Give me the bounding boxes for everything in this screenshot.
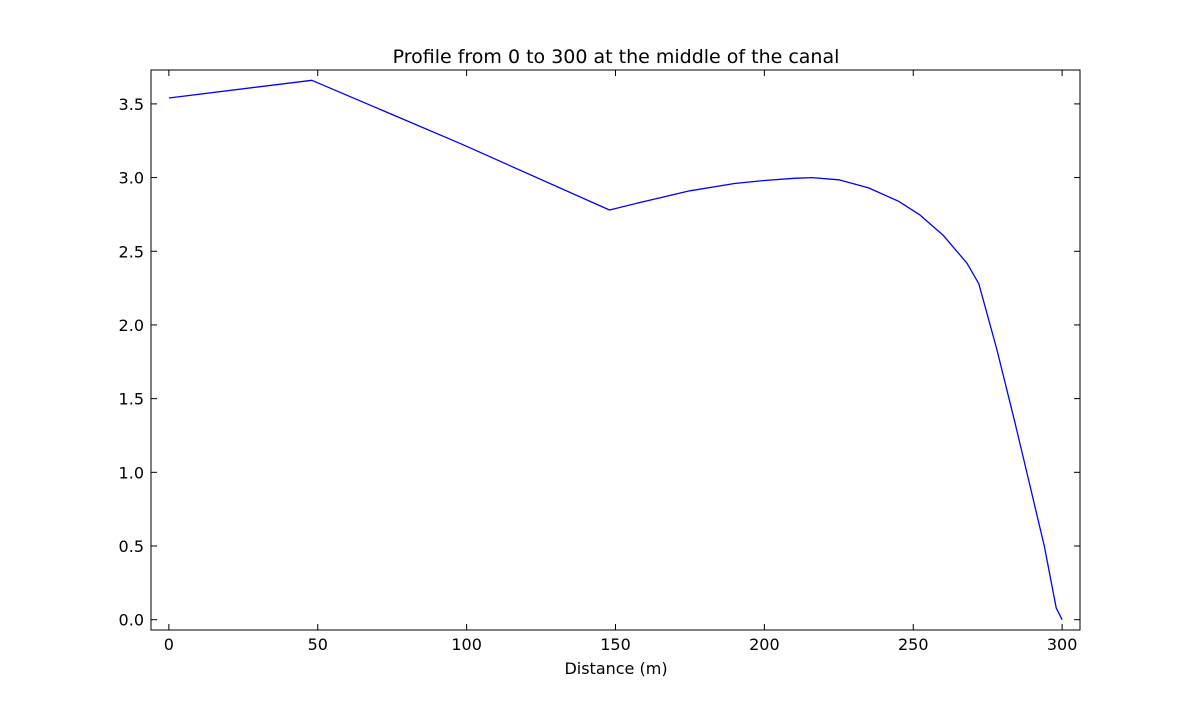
y-tick-label: 3.0: [119, 169, 144, 188]
series-line: [168, 79, 1063, 620]
x-tick-label: 250: [898, 635, 929, 654]
x-tick-label: 300: [1047, 635, 1078, 654]
x-tick-label: 100: [451, 635, 482, 654]
series-layer: [168, 79, 1063, 620]
y-tick-label: 3.5: [119, 95, 144, 114]
x-axis-label: Distance (m): [564, 659, 667, 678]
y-tick-label: 2.5: [119, 242, 144, 261]
x-tick-label: 0: [164, 635, 174, 654]
y-tick-label: 0.0: [119, 611, 144, 630]
ticks-layer: 0 50 100 150 200 250 300 0.0 0.5 1.0 1.5 2.0 2.5 3.0 3…: [119, 70, 1080, 654]
y-tick-label: 1.5: [119, 390, 144, 409]
y-tick-label: 2.0: [119, 316, 144, 335]
x-tick-label: 50: [308, 635, 328, 654]
x-tick-label: 200: [749, 635, 780, 654]
y-tick-label: 1.0: [119, 463, 144, 482]
x-tick-label: 150: [600, 635, 631, 654]
y-tick-label: 0.5: [119, 537, 144, 556]
plot-frame: [150, 69, 1081, 631]
chart-title: Profile from 0 to 300 at the middle of t…: [393, 46, 840, 68]
